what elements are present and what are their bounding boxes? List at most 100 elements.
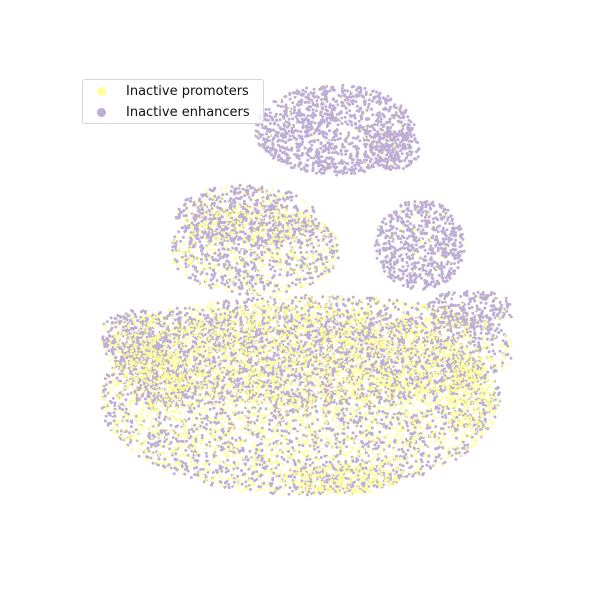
- enhancer-point: [397, 448, 401, 452]
- enhancer-point: [163, 404, 167, 407]
- enhancer-point: [293, 427, 297, 431]
- enhancer-point: [267, 422, 271, 426]
- enhancer-point: [221, 411, 225, 415]
- enhancer-point: [389, 422, 393, 426]
- enhancer-point: [218, 464, 222, 468]
- enhancer-point: [328, 356, 332, 360]
- enhancer-point: [340, 365, 344, 369]
- enhancer-point: [379, 396, 383, 400]
- enhancer-point: [310, 422, 314, 426]
- enhancer-point: [206, 316, 210, 320]
- enhancer-point: [351, 295, 355, 299]
- enhancer-point: [295, 278, 299, 281]
- enhancer-point: [348, 396, 352, 400]
- enhancer-point: [348, 369, 352, 373]
- enhancer-point: [421, 451, 425, 455]
- enhancer-point: [436, 455, 440, 459]
- enhancer-point: [251, 472, 254, 476]
- enhancer-point: [395, 375, 399, 379]
- enhancer-point: [310, 350, 314, 354]
- enhancer-point: [487, 331, 491, 335]
- enhancer-point: [292, 419, 295, 423]
- enhancer-point: [255, 418, 259, 422]
- enhancer-point: [336, 350, 340, 354]
- enhancer-point: [269, 358, 273, 361]
- enhancer-point: [413, 425, 417, 429]
- enhancer-point: [265, 464, 269, 468]
- enhancer-point: [247, 345, 251, 349]
- enhancer-point: [278, 485, 282, 489]
- enhancer-point: [397, 307, 400, 311]
- enhancer-point: [325, 388, 329, 392]
- enhancer-point: [355, 403, 359, 407]
- enhancer-point: [270, 482, 274, 485]
- enhancer-point: [310, 381, 314, 385]
- enhancer-point: [328, 427, 332, 430]
- enhancer-point: [503, 342, 507, 346]
- enhancer-point: [223, 485, 227, 489]
- enhancer-point: [367, 440, 371, 444]
- enhancer-point: [274, 466, 278, 470]
- enhancer-point: [134, 414, 138, 418]
- enhancer-point: [375, 320, 378, 324]
- enhancer-point: [290, 388, 294, 392]
- enhancer-point: [215, 337, 219, 341]
- enhancer-point: [439, 339, 443, 343]
- enhancer-point: [496, 386, 500, 390]
- enhancer-point: [355, 302, 359, 306]
- enhancer-point: [237, 378, 241, 382]
- enhancer-point: [127, 412, 131, 416]
- enhancer-point: [262, 284, 266, 288]
- enhancer-point: [184, 265, 188, 269]
- enhancer-point: [230, 394, 234, 398]
- enhancer-point: [398, 338, 401, 342]
- enhancer-point: [336, 256, 340, 260]
- enhancer-point: [219, 411, 223, 415]
- enhancer-point: [238, 436, 242, 440]
- enhancer-point: [146, 446, 150, 450]
- enhancer-point: [204, 451, 208, 455]
- enhancer-point: [208, 407, 212, 411]
- enhancer-point: [218, 435, 222, 439]
- enhancer-point: [206, 314, 210, 317]
- enhancer-point: [295, 336, 299, 339]
- enhancer-point: [236, 466, 240, 470]
- enhancer-point: [499, 328, 503, 332]
- enhancer-point: [398, 463, 402, 467]
- enhancer-point: [154, 417, 158, 421]
- enhancer-point: [210, 255, 214, 259]
- enhancer-point: [350, 364, 353, 368]
- enhancer-point: [258, 463, 262, 467]
- enhancer-point: [174, 425, 178, 429]
- enhancer-point: [223, 411, 227, 415]
- enhancer-point: [291, 410, 295, 414]
- enhancer-point: [193, 423, 197, 427]
- enhancer-point: [169, 466, 173, 470]
- enhancer-point: [250, 299, 254, 303]
- enhancer-point: [269, 491, 273, 495]
- enhancer-point: [193, 473, 197, 477]
- enhancer-point: [406, 448, 410, 452]
- enhancer-point: [486, 370, 490, 374]
- enhancer-point: [324, 323, 328, 326]
- enhancer-point: [379, 440, 383, 444]
- enhancer-point: [175, 306, 179, 310]
- enhancer-point: [331, 251, 335, 255]
- enhancer-point: [189, 476, 193, 479]
- enhancer-point: [471, 350, 475, 354]
- enhancer-point: [444, 416, 448, 419]
- enhancer-point: [429, 466, 433, 470]
- enhancer-point: [401, 450, 405, 454]
- enhancer-point: [113, 414, 117, 418]
- enhancer-point: [376, 446, 379, 450]
- enhancer-point: [367, 445, 370, 448]
- enhancer-point: [280, 455, 284, 459]
- enhancer-point: [217, 363, 221, 367]
- enhancer-point: [224, 470, 228, 474]
- enhancer-point: [286, 342, 290, 346]
- enhancer-point: [104, 387, 108, 391]
- enhancer-point: [312, 393, 316, 397]
- enhancer-point: [147, 449, 151, 453]
- enhancer-point: [478, 348, 482, 352]
- enhancer-point: [180, 403, 184, 406]
